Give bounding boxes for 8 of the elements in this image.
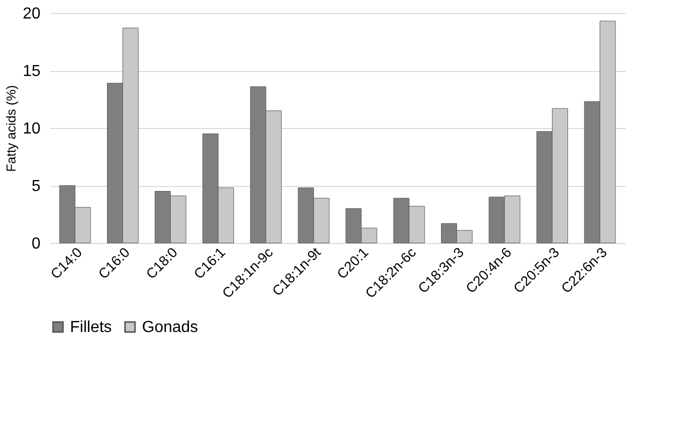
y-axis-title: Fatty acids (%) bbox=[4, 85, 19, 172]
y-tick-label: 10 bbox=[22, 120, 41, 138]
y-tick-label: 5 bbox=[32, 178, 41, 195]
y-tick-label: 15 bbox=[22, 63, 41, 80]
y-tick-label: 20 bbox=[22, 6, 41, 22]
y-tick-label: 0 bbox=[32, 236, 41, 252]
legend-label: Fillets bbox=[70, 319, 112, 336]
legend-label: Gonads bbox=[142, 319, 198, 336]
